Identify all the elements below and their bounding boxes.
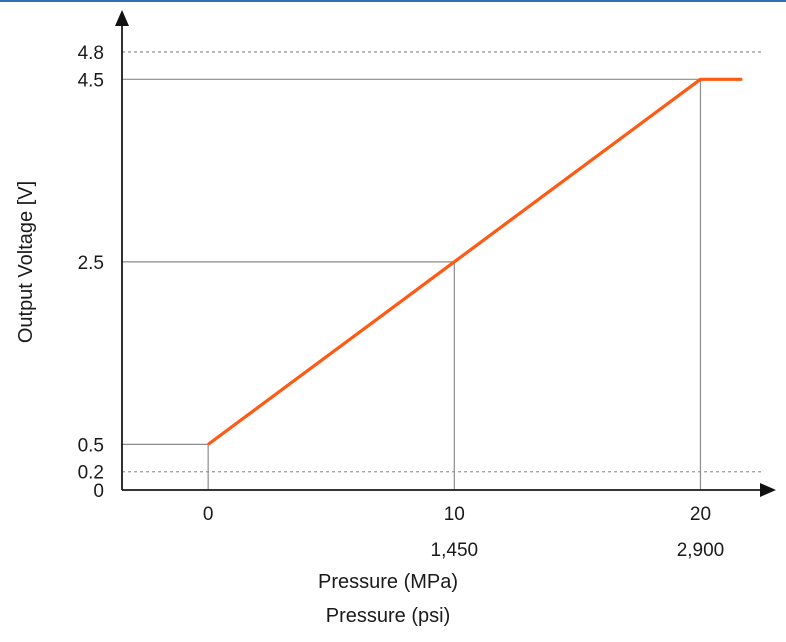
series-group xyxy=(207,77,743,446)
voltage-series-line xyxy=(207,77,743,446)
y-tick-label: 0.5 xyxy=(78,435,104,456)
reference-lines xyxy=(122,51,762,490)
x-tick-sublabel-psi: 2,900 xyxy=(677,540,725,561)
top-border-accent xyxy=(0,0,786,2)
x-tick-sublabel-psi: 1,450 xyxy=(431,540,479,561)
x-tick-label: 0 xyxy=(203,504,214,525)
x-tick-label: 10 xyxy=(444,504,465,525)
x-axis-title-psi: Pressure (psi) xyxy=(326,605,450,627)
y-tick-label: 4.8 xyxy=(78,43,104,64)
x-axis-title-mpa: Pressure (MPa) xyxy=(318,571,458,593)
y-tick-label: 4.5 xyxy=(78,70,104,91)
x-tick-label: 20 xyxy=(690,504,711,525)
y-axis-arrow-icon xyxy=(115,10,129,26)
y-tick-label: 2.5 xyxy=(78,253,104,274)
x-axis-arrow-icon xyxy=(760,483,776,497)
axes xyxy=(115,10,776,497)
y-axis-title: Output Voltage [V] xyxy=(15,181,37,343)
y-tick-label: 0.2 xyxy=(78,463,104,484)
axis-labels: 00.20.52.54.54.80 101,450202,900Pressure … xyxy=(15,43,724,627)
y-tick-label: 0 xyxy=(93,481,104,502)
